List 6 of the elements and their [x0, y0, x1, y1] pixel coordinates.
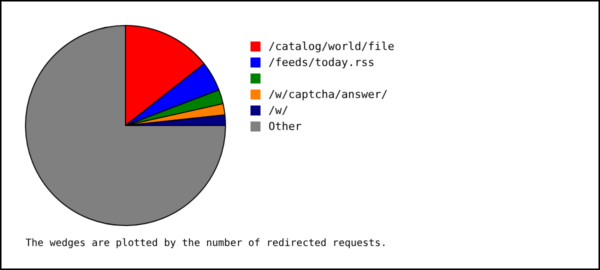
legend-label: Other [268, 120, 302, 133]
legend-label: /catalog/world/file [268, 40, 394, 53]
legend-label: /w/captcha/answer/ [268, 88, 388, 101]
legend-label: /w/ [268, 104, 288, 117]
text: The wedges are plotted by the number of redirected requests. [26, 238, 387, 249]
legend-label: /feeds/today.rss [268, 56, 374, 69]
